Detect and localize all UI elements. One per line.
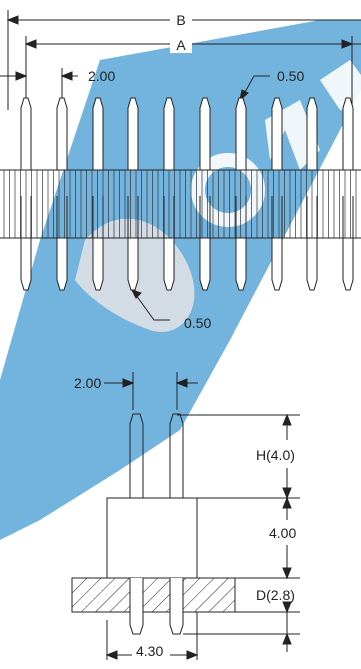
pin-top — [235, 97, 247, 170]
pin-bottom — [235, 238, 247, 291]
pin-top — [20, 97, 32, 170]
pin-top — [271, 97, 283, 170]
side-pitch-label: 2.00 — [74, 375, 101, 391]
header-pins — [20, 97, 354, 291]
pin-bottom — [342, 238, 354, 291]
pin-bottom — [127, 238, 139, 291]
top-pin-width-label: 0.50 — [277, 68, 304, 84]
pin-bottom — [306, 238, 318, 291]
pin-top — [199, 97, 211, 170]
pin-top — [56, 97, 68, 170]
dim-b-label: B — [176, 12, 185, 28]
pin-bottom — [20, 238, 32, 291]
header-housing — [0, 169, 361, 239]
overall-width-label: 4.30 — [136, 643, 163, 659]
pin-top — [92, 97, 104, 170]
pin-bottom — [199, 238, 211, 291]
pin-bottom — [271, 238, 283, 291]
body-height-label: 4.00 — [269, 525, 296, 541]
pin-top — [127, 97, 139, 170]
pin-bottom — [163, 238, 175, 291]
side-view-labels: 2.00 H(4.0) 4.00 D(2.8) 4.30 — [74, 375, 296, 659]
pin-top — [163, 97, 175, 170]
pin-bottom — [92, 238, 104, 291]
top-pitch-label: 2.00 — [88, 68, 115, 84]
dim-a-label: A — [176, 37, 186, 53]
d-label: D(2.8) — [256, 587, 295, 603]
pin-bottom — [56, 238, 68, 291]
pin-top — [342, 97, 354, 170]
pin-top — [306, 97, 318, 170]
h-label: H(4.0) — [256, 447, 295, 463]
top-view-labels: B A 2.00 0.50 0.50 — [88, 10, 304, 331]
bottom-pin-width-label: 0.50 — [184, 315, 211, 331]
side-view — [71, 372, 300, 660]
